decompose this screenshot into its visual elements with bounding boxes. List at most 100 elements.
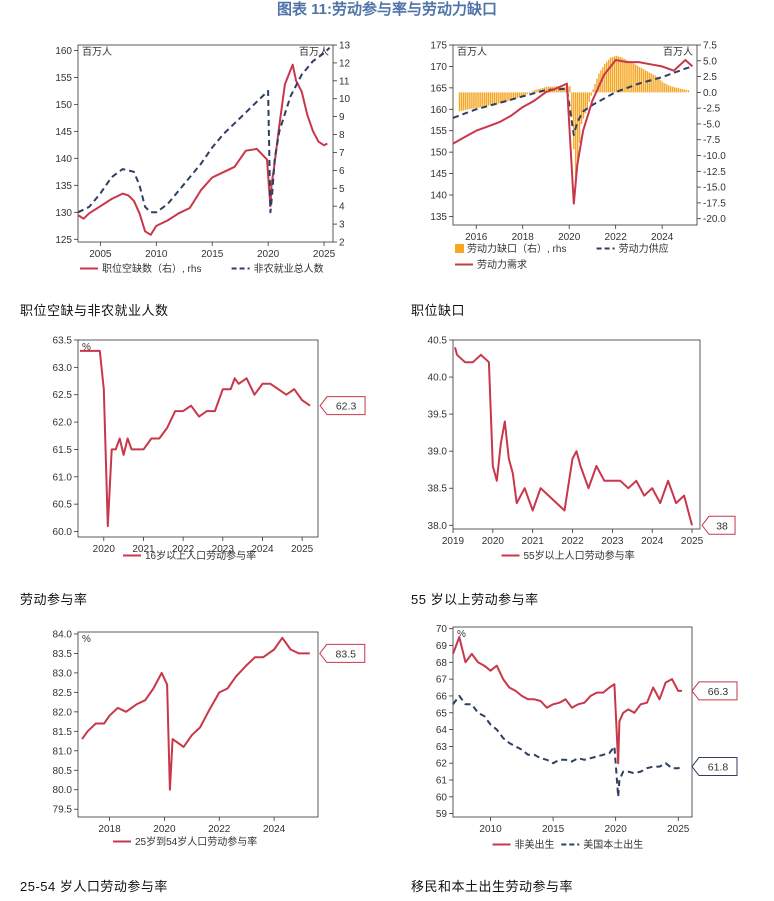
bar-orange	[619, 57, 621, 93]
x-tick-label: 2020	[153, 824, 176, 835]
y-tick-label: 125	[55, 235, 72, 246]
bar-orange	[604, 63, 606, 93]
bar-orange	[592, 89, 594, 93]
end-value-callout	[691, 757, 738, 777]
bar-orange	[685, 89, 687, 93]
series-line-0	[454, 347, 693, 526]
bar-orange	[489, 92, 492, 106]
bar-orange	[631, 62, 633, 93]
legend-label: 非农就业总人数	[254, 262, 324, 275]
end-value-label: 38	[716, 520, 728, 532]
x-tick-label: 2010	[145, 249, 168, 260]
bar-orange	[652, 74, 654, 93]
bar-orange	[499, 92, 501, 104]
bar-orange	[522, 92, 525, 97]
y-tick-label: 83.5	[53, 649, 73, 660]
x-tick-label: 2018	[98, 824, 121, 835]
bar-orange	[598, 73, 600, 93]
x-tick-label: 2024	[263, 824, 286, 835]
end-value-label: 62.3	[336, 401, 357, 413]
bar-orange	[501, 92, 503, 103]
bar-orange	[524, 92, 527, 96]
x-tick-label: 2022	[208, 824, 231, 835]
bar-orange	[635, 64, 637, 93]
bar-orange	[507, 92, 509, 102]
bar-orange	[623, 58, 625, 93]
bar-orange	[671, 86, 674, 93]
series-line-0	[80, 349, 311, 528]
y-tick-label: 140	[430, 191, 447, 202]
y-tick-label: 62.0	[53, 418, 73, 429]
bar-orange	[483, 92, 486, 107]
bar-orange	[613, 56, 616, 93]
bar-orange	[470, 92, 472, 109]
y-tick-label: 39.5	[428, 410, 448, 421]
end-value-callout	[701, 515, 736, 535]
bar-orange	[636, 65, 639, 93]
x-tick-label: 2016	[465, 232, 488, 243]
bar-orange	[497, 92, 499, 104]
y-tick-label: 84.0	[53, 629, 73, 640]
bar-orange	[520, 92, 523, 97]
bar-orange	[478, 92, 480, 108]
plot-frame	[452, 44, 698, 226]
end-value-label: 66.3	[708, 686, 729, 698]
bar-orange	[458, 92, 461, 112]
unit-label-left: %	[82, 342, 91, 353]
bar-orange	[660, 80, 662, 93]
y-tick-label: 60.0	[53, 527, 73, 538]
y-tick-label: 145	[430, 169, 447, 180]
bar-orange	[462, 92, 465, 111]
y-tick-label: 66	[436, 691, 448, 702]
y-tick-label: 40.5	[428, 336, 448, 347]
chart-panel-lfpr-55plus: 38.0 38.5 39.0 39.5 40.0 40.5 2019 2020 2021 2022…	[387, 0, 774, 901]
y-tick-label: 135	[430, 212, 447, 223]
bar-orange	[644, 70, 647, 93]
x-tick-label: 2020	[558, 232, 581, 243]
bar-orange	[656, 76, 658, 93]
bar-orange	[627, 60, 629, 93]
bar-orange	[669, 86, 672, 93]
bar-orange	[509, 92, 511, 101]
y-right-tick-label: 11	[339, 76, 350, 87]
bar-orange	[571, 92, 573, 118]
y-tick-label: 81.0	[53, 746, 73, 757]
x-tick-label: 2024	[651, 232, 674, 243]
x-tick-label: 2023	[212, 544, 235, 555]
bar-orange	[472, 92, 474, 109]
bar-orange	[476, 92, 478, 109]
legend-swatch	[455, 244, 464, 253]
chart-panel-lfpr-foreign-native: 59 60 61 62 63 64 65 66 67 68 69 70 2010 2015 2020 2025…	[387, 0, 774, 901]
y-tick-label: 67	[436, 675, 448, 686]
bar-orange	[518, 92, 521, 98]
series-line-2	[452, 59, 694, 205]
y-tick-label: 130	[55, 208, 72, 219]
bar-orange	[468, 92, 470, 110]
unit-label-left: 百万人	[457, 46, 487, 58]
bar-orange	[482, 92, 484, 107]
x-tick-label: 2015	[542, 824, 565, 835]
plot-frame	[452, 626, 693, 818]
caption-lfpr-25-54: 25-54 岁人口劳动参与率	[20, 879, 168, 894]
bar-orange	[495, 92, 498, 104]
bar-orange	[505, 92, 507, 102]
y-tick-label: 38.5	[428, 484, 448, 495]
y-tick-label: 63	[436, 742, 448, 753]
chart-lfpr-25-54: 79.5 80.0 80.5 81.0 81.5 82.0 82.5 83.0 83.5 84.0…	[53, 629, 366, 848]
y-tick-label: 59	[436, 809, 448, 820]
bar-orange	[596, 78, 598, 93]
x-tick-label: 2022	[605, 232, 628, 243]
y-tick-label: 83.0	[53, 668, 73, 679]
bar-orange	[503, 92, 505, 103]
y-tick-label: 63.5	[53, 336, 73, 347]
bar-orange	[658, 78, 660, 93]
y-right-tick-label: 10	[339, 94, 351, 105]
bar-orange	[617, 56, 620, 93]
bar-orange	[466, 92, 468, 110]
series-line-0	[81, 636, 310, 791]
caption-lfpr-55plus: 55 岁以上劳动参与率	[411, 592, 539, 607]
chart-vacancies-payrolls: 125 130 135 140 145 150 155 160 2 3 4 5 6 7 8 9 10 11 12 13…	[55, 41, 351, 276]
bar-orange	[534, 89, 536, 93]
bar-orange	[679, 88, 681, 93]
legend-label: 美国本土出生	[583, 838, 643, 851]
